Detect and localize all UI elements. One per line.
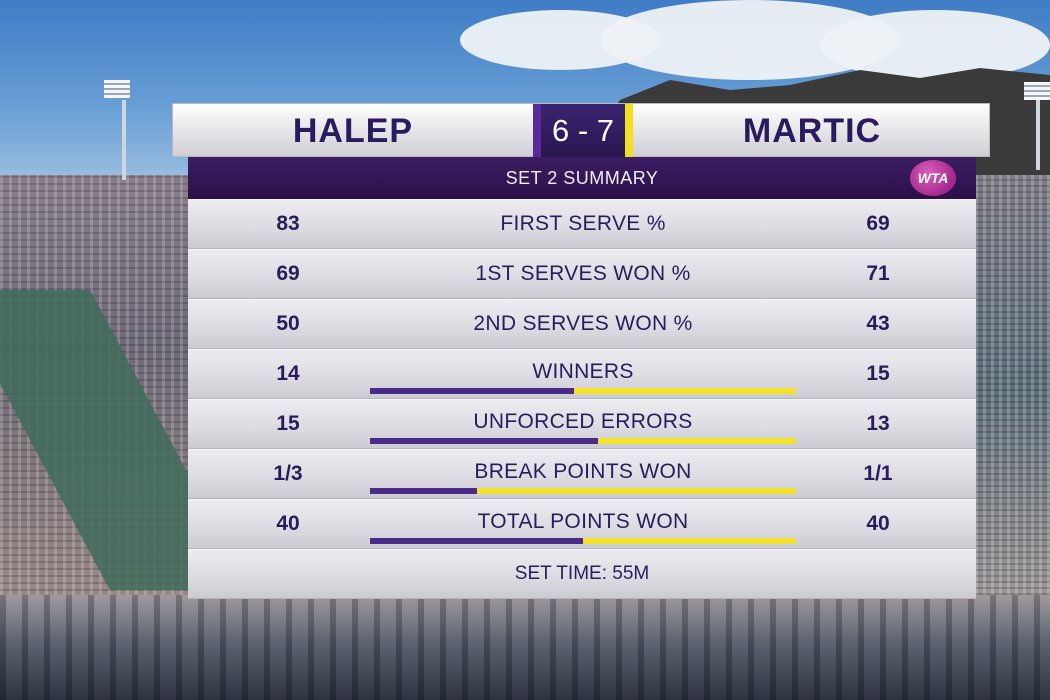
player1-stat-value: 14: [276, 362, 300, 385]
player1-bar-segment: [370, 538, 583, 544]
stadium-light: [104, 80, 130, 98]
stat-label: WINNERS: [532, 360, 634, 383]
stat-label: UNFORCED ERRORS: [473, 410, 693, 433]
wta-logo: WTA: [910, 160, 956, 196]
stat-label: FIRST SERVE %: [500, 212, 666, 235]
player2-stat-value: 13: [866, 412, 890, 435]
stands-right: [975, 175, 1050, 595]
player1-stat-value: 15: [276, 412, 300, 435]
stat-row: 15 UNFORCED ERRORS 13: [188, 399, 976, 449]
player2-stat-value: 1/1: [863, 462, 893, 485]
stat-label: TOTAL POINTS WON: [477, 510, 689, 533]
stats-panel: SET 2 SUMMARY WTA 83 FIRST SERVE % 69 69 1ST…: [188, 157, 976, 600]
player2-stat-value: 69: [866, 212, 890, 235]
comparison-bar: [370, 388, 796, 394]
player2-name: MARTIC: [742, 112, 882, 150]
player1-stat-value: 1/3: [273, 462, 303, 485]
player2-bar-segment: [477, 488, 796, 494]
player2-stat-value: 71: [866, 262, 890, 285]
cloud: [820, 10, 1050, 80]
player2-stat-value: 43: [866, 312, 890, 335]
stat-row: 83 FIRST SERVE % 69: [188, 199, 976, 249]
player2-bar-segment: [574, 388, 796, 394]
player2-stat-value: 40: [866, 512, 890, 535]
crowd: [0, 595, 1050, 700]
stat-row: 69 1ST SERVES WON % 71: [188, 249, 976, 299]
stat-label: 1ST SERVES WON %: [475, 262, 691, 285]
light-pole: [1036, 100, 1040, 170]
player1-bar-segment: [370, 488, 477, 494]
score-header: HALEP 6 - 7 MARTIC: [172, 103, 990, 158]
player1-color-marker: [533, 104, 541, 158]
title-bar: SET 2 SUMMARY WTA: [188, 157, 976, 199]
player2-stat-value: 15: [866, 362, 890, 385]
light-pole: [122, 100, 126, 180]
set-time-row: SET TIME: 55M: [188, 549, 976, 599]
stat-row: 14 WINNERS 15: [188, 349, 976, 399]
stat-label: 2ND SERVES WON %: [473, 312, 693, 335]
panel-title: SET 2 SUMMARY: [505, 168, 659, 188]
player1-name: HALEP: [292, 112, 414, 150]
set-score-text: 6 - 7: [551, 113, 615, 148]
set-score: 6 - 7: [533, 104, 633, 158]
stat-row: 50 2ND SERVES WON % 43: [188, 299, 976, 349]
comparison-bar: [370, 538, 796, 544]
stat-row: 40 TOTAL POINTS WON 40: [188, 499, 976, 549]
stat-label: BREAK POINTS WON: [474, 460, 692, 483]
player1-stat-value: 69: [276, 262, 300, 285]
player2-bar-segment: [598, 438, 796, 444]
comparison-bar: [370, 438, 796, 444]
player1-stat-value: 50: [276, 312, 300, 335]
player1-stat-value: 40: [276, 512, 300, 535]
set-time: SET TIME: 55M: [514, 563, 650, 584]
scoreboard: HALEP 6 - 7 MARTIC SET 2 SUMMARY WTA 83 F…: [172, 103, 990, 600]
comparison-bar: [370, 488, 796, 494]
stat-row: 1/3 BREAK POINTS WON 1/1: [188, 449, 976, 499]
player1-bar-segment: [370, 388, 574, 394]
player2-bar-segment: [583, 538, 796, 544]
player1-bar-segment: [370, 438, 598, 444]
player1-stat-value: 83: [276, 212, 300, 235]
player2-color-marker: [625, 104, 633, 158]
stadium-light: [1024, 82, 1050, 100]
